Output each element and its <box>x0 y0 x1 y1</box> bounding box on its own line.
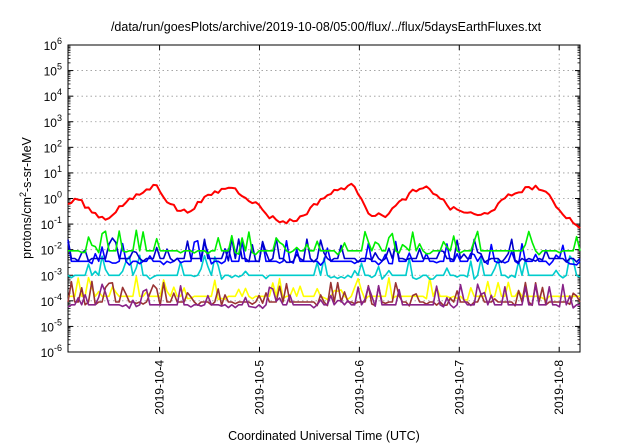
series-line <box>67 240 581 267</box>
series-group <box>67 182 581 310</box>
y-tick-label: 10-2 <box>41 241 62 258</box>
y-tick-label: 10-3 <box>41 266 62 283</box>
y-axis-label: protons/cm2-s-sr-MeV <box>18 136 34 258</box>
y-axis-label-base: protons/cm <box>20 197 34 259</box>
series-line <box>67 283 580 310</box>
series-line <box>67 280 581 307</box>
y-tick-label: 10-5 <box>41 317 62 334</box>
y-tick-label: 104 <box>44 87 62 104</box>
grid <box>68 45 580 352</box>
x-tick-label: 2019-10-8 <box>552 360 566 415</box>
x-tick-label: 2019-10-4 <box>153 360 167 415</box>
y-tick-label: 10-4 <box>41 292 62 309</box>
y-axis: 10-6 10-5 10-4 10-3 10-2 10-1 100 101 102 103 104 1… <box>41 36 580 360</box>
series-line <box>67 182 581 229</box>
y-tick-label: 100 <box>44 190 62 207</box>
y-tick-label: 103 <box>44 113 62 130</box>
y-axis-label-rest: -s-sr-MeV <box>20 136 34 192</box>
series-line <box>67 237 581 264</box>
y-tick-label: 10-1 <box>41 215 62 232</box>
y-axis-label-sup: 2 <box>18 192 28 197</box>
chart-title: /data/run/goesPlots/archive/2019-10-08/0… <box>111 20 542 34</box>
x-axis: 2019-10-4 2019-10-5 2019-10-6 2019-10-7 2019… <box>153 45 566 415</box>
x-tick-label: 2019-10-7 <box>452 360 466 415</box>
y-tick-label: 102 <box>44 138 62 155</box>
y-tick-label: 101 <box>44 164 62 181</box>
x-axis-label: Coordinated Universal Time (UTC) <box>228 429 420 443</box>
x-tick-label: 2019-10-6 <box>352 360 366 415</box>
series-line <box>68 229 581 256</box>
y-tick-label: 10-6 <box>41 343 62 360</box>
series-line <box>68 275 580 301</box>
y-tick-label: 106 <box>44 36 62 53</box>
x-tick-label: 2019-10-5 <box>252 360 266 415</box>
y-tick-label: 105 <box>44 62 62 79</box>
